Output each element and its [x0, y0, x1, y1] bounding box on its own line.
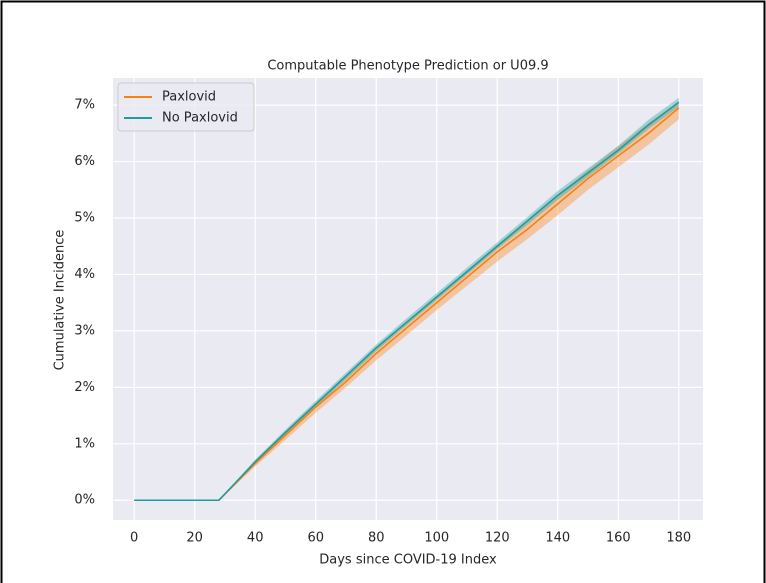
y-tick-label: 5%: [74, 210, 95, 225]
x-tick-label: 80: [368, 531, 385, 546]
y-tick-label: 6%: [74, 154, 95, 169]
x-tick-label: 180: [666, 531, 691, 546]
legend-label: Paxlovid: [162, 90, 216, 105]
x-tick-label: 120: [485, 531, 510, 546]
y-tick-label: 7%: [74, 98, 95, 113]
line: [134, 107, 680, 502]
y-axis-label: Cumulative Incidence: [53, 230, 68, 371]
plot-area: [113, 78, 703, 520]
x-tick-label: 140: [545, 531, 570, 546]
y-tick-label: 1%: [74, 436, 95, 451]
x-tick-label: 0: [130, 531, 138, 546]
chart-title: Computable Phenotype Prediction or U09.9: [267, 59, 548, 74]
x-tick-label: 160: [606, 531, 631, 546]
y-tick-label: 3%: [74, 323, 95, 338]
y-tick-label: 4%: [74, 267, 95, 282]
x-tick-label: 40: [247, 531, 264, 546]
confidence-band: [134, 102, 679, 501]
x-axis-label: Days since COVID-19 Index: [319, 553, 497, 568]
x-tick-label: 20: [186, 531, 203, 546]
x-tick-label: 60: [307, 531, 324, 546]
line: [134, 101, 680, 502]
x-tick-label: 100: [424, 531, 449, 546]
legend-label: No Paxlovid: [162, 111, 238, 126]
y-tick-label: 0%: [74, 493, 95, 508]
y-tick-label: 2%: [74, 380, 95, 395]
